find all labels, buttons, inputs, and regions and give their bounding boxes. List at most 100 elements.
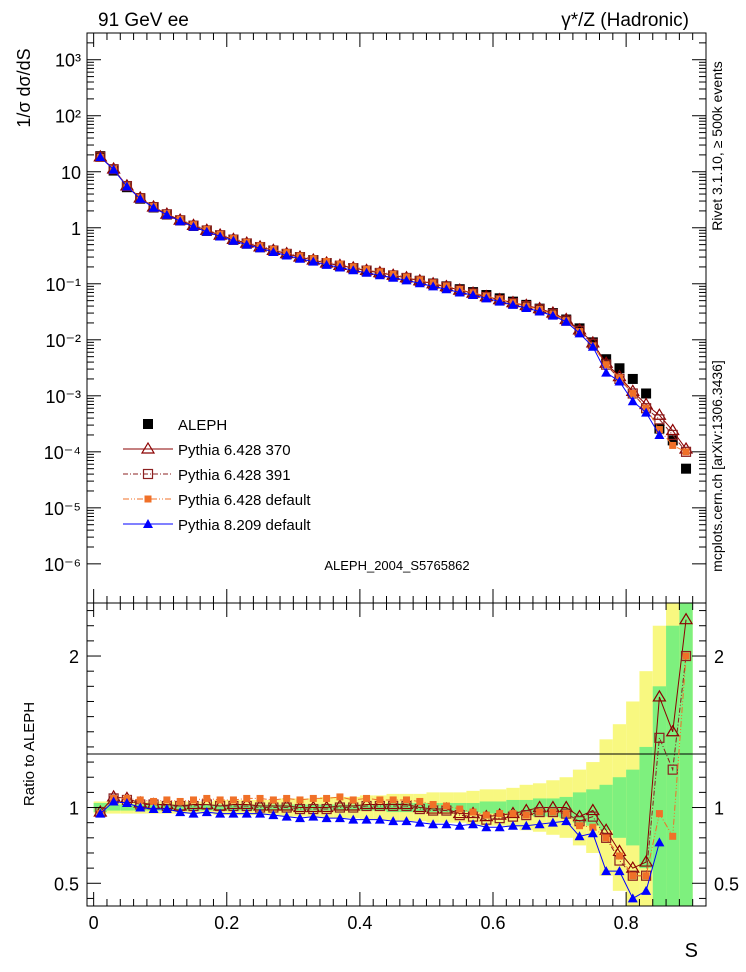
ratio-data-point	[601, 832, 612, 843]
ratio-data-point	[161, 804, 172, 814]
ratio-data-point	[509, 810, 517, 818]
data-point	[667, 435, 678, 446]
data-point	[135, 193, 146, 203]
legend-entry: Pythia 8.209 default	[123, 517, 311, 534]
data-point	[334, 262, 345, 272]
ratio-data-point	[534, 806, 545, 818]
ratio-data-point	[363, 794, 371, 802]
ratio-data-point	[241, 808, 252, 818]
series-line	[99, 156, 660, 436]
data-point	[188, 221, 199, 231]
main-y-axis-label: 1/σ dσ/dS	[14, 48, 34, 127]
ratio-data-point	[442, 802, 450, 810]
data-point	[454, 287, 465, 297]
ratio-data-point	[266, 798, 281, 811]
data-point	[148, 202, 159, 212]
ratio-data-point	[332, 798, 347, 811]
data-point	[574, 328, 585, 338]
stat-uncertainty-band	[599, 784, 613, 831]
ratio-data-point	[188, 808, 199, 818]
ratio-data-point	[309, 794, 317, 802]
ratio-data-point	[256, 794, 264, 802]
legend-label: Pythia 6.428 370	[178, 442, 291, 459]
stat-uncertainty-band	[359, 804, 374, 811]
ratio-data-point	[239, 797, 254, 810]
series-pythia-8-209-default	[95, 152, 665, 439]
ratio-data-point	[374, 814, 385, 824]
data-point	[175, 216, 186, 226]
x-tick-label: 0	[89, 913, 99, 933]
x-axis-label: S	[685, 940, 698, 962]
ratio-data-point	[361, 814, 372, 824]
ratio-data-point	[292, 800, 308, 813]
ratio-data-point	[308, 811, 319, 821]
ratio-data-point	[372, 797, 387, 810]
ratio-data-point	[561, 816, 572, 826]
legend-label: Pythia 6.428 default	[178, 492, 311, 509]
data-point	[361, 267, 372, 277]
data-point	[388, 272, 399, 282]
ratio-data-point	[359, 797, 374, 810]
legend-entry: ALEPH	[143, 417, 227, 434]
data-point	[294, 253, 305, 263]
data-point	[268, 246, 279, 256]
y-tick-label: 10⁻⁶	[44, 555, 81, 575]
data-point	[629, 389, 637, 397]
y-tick-label: 10⁻⁴	[44, 443, 81, 463]
ratio-data-point	[319, 800, 334, 813]
ratio-data-point	[481, 822, 492, 832]
ratio-data-point	[456, 805, 464, 813]
ratio-data-point	[176, 797, 184, 805]
ratio-data-point	[576, 822, 584, 830]
ratio-data-point	[268, 810, 279, 820]
x-tick-label: 0.8	[614, 913, 639, 933]
stat-uncertainty-band	[106, 804, 121, 811]
legend-entry: Pythia 6.428 default	[123, 492, 311, 509]
data-point	[641, 388, 652, 399]
ratio-data-point	[547, 806, 559, 818]
data-point	[681, 463, 692, 474]
ratio-data-point	[482, 811, 490, 819]
legend-marker	[144, 495, 152, 503]
series-line	[99, 156, 687, 453]
y-tick-label: 10²	[55, 107, 81, 127]
ratio-data-point	[627, 893, 638, 903]
stat-uncertainty-band	[120, 804, 134, 811]
ratio-data-point	[186, 797, 201, 810]
ratio-data-point	[163, 796, 171, 804]
series-pythia-6-428-370	[93, 149, 694, 454]
stat-uncertainty-band	[240, 804, 254, 811]
data-point	[602, 361, 610, 369]
data-point	[121, 181, 132, 191]
ratio-data-point	[549, 808, 557, 816]
data-point	[348, 265, 359, 275]
data-point	[601, 354, 612, 365]
ratio-data-point	[678, 612, 694, 625]
data-point	[641, 407, 652, 417]
stat-uncertainty-band	[399, 802, 414, 813]
data-point	[428, 281, 439, 291]
legend-marker	[143, 419, 153, 429]
data-point	[667, 429, 678, 441]
data-point	[654, 429, 665, 439]
data-point	[108, 164, 119, 174]
ratio-data-point	[283, 794, 291, 802]
ratio-data-point	[150, 797, 158, 805]
y-tick-label: 10⁻⁵	[44, 499, 81, 519]
y-tick-label: 10⁻³	[45, 387, 81, 407]
data-point	[441, 284, 452, 294]
ratio-data-point	[629, 872, 637, 880]
data-point	[669, 441, 677, 449]
data-point	[652, 408, 667, 420]
rivet-version-label: Rivet 3.1.10, ≥ 500k events	[709, 61, 725, 231]
ratio-data-point	[294, 803, 306, 815]
data-point	[507, 299, 518, 309]
ratio-data-point	[522, 811, 530, 819]
ratio-data-point	[296, 796, 304, 804]
stat-uncertainty-band	[626, 769, 640, 846]
ratio-data-point	[587, 828, 598, 838]
ratio-data-point	[136, 796, 144, 804]
ratio-data-point	[507, 820, 518, 830]
axis-ticks: 10³ 10² 10 1 10⁻¹ 10⁻² 10⁻³ 10⁻⁴ 10⁻⁵ 10⁻⁶ 0 0.2 0.4…	[44, 33, 739, 933]
stat-uncertainty-band	[479, 801, 494, 814]
